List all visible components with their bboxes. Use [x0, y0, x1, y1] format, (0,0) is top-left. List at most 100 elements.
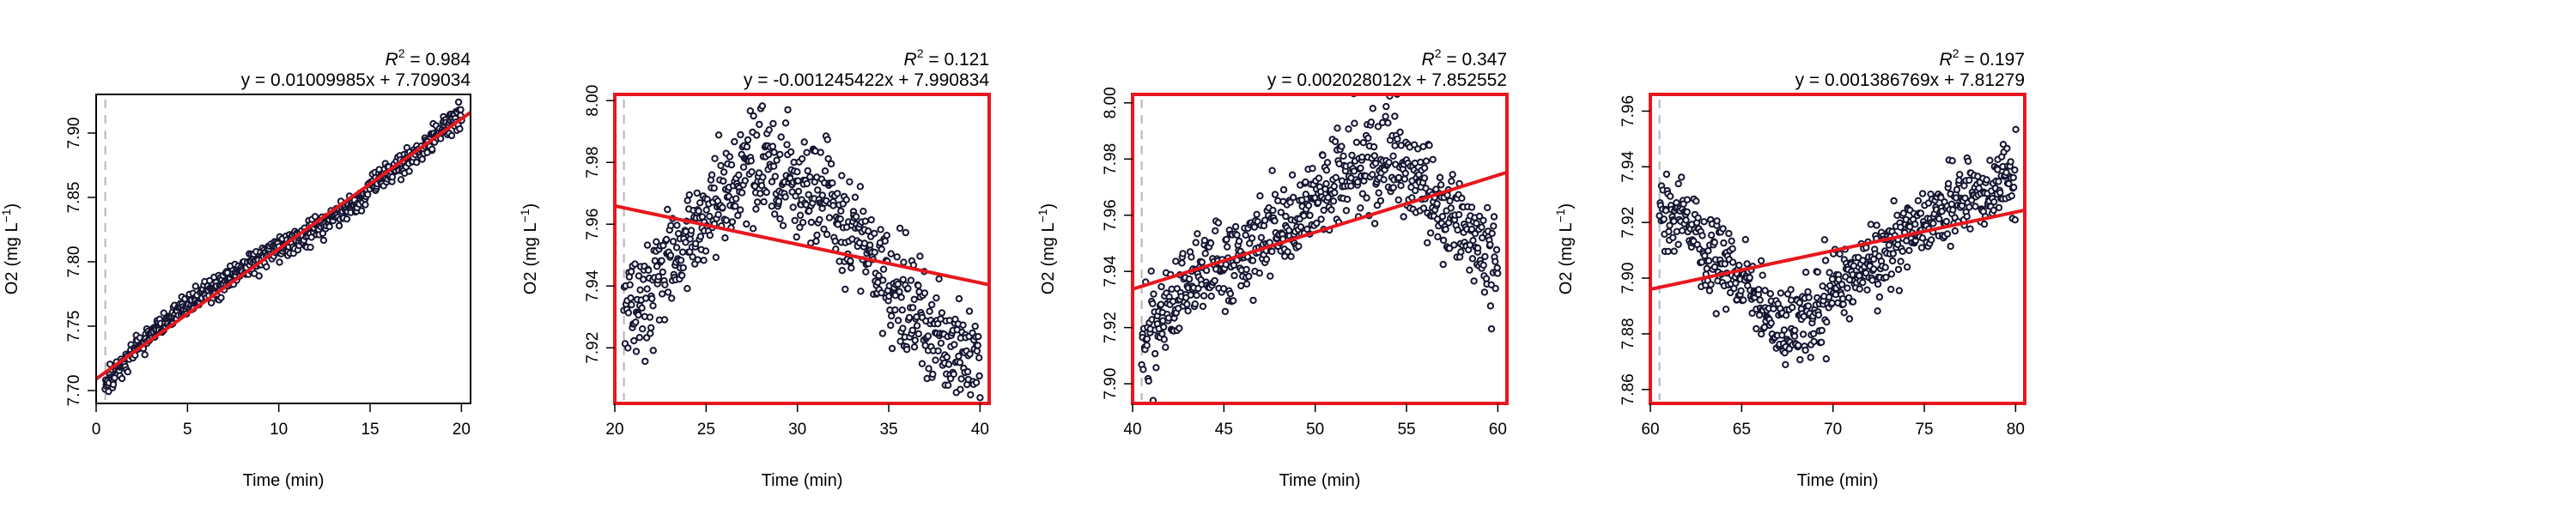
data-point: [1327, 206, 1335, 214]
data-point: [1662, 207, 1670, 215]
data-point: [765, 126, 773, 134]
data-point: [1192, 239, 1200, 246]
data-point: [1183, 300, 1191, 308]
data-point: [1705, 287, 1714, 294]
data-point: [649, 302, 657, 310]
data-point: [1673, 227, 1681, 235]
data-point: [877, 226, 884, 233]
y-axis-label: O2(mg L−1): [0, 203, 21, 294]
data-point: [654, 273, 663, 281]
data-point: [659, 290, 666, 298]
data-point: [1158, 330, 1166, 338]
data-point: [118, 374, 126, 383]
data-point: [1721, 260, 1729, 268]
data-point: [1370, 220, 1379, 227]
data-point: [846, 178, 854, 186]
data-point: [1277, 209, 1285, 216]
data-point: [888, 344, 896, 353]
data-point: [727, 161, 736, 169]
data-point: [731, 137, 738, 146]
data-point: [1873, 221, 1880, 229]
data-point: [1448, 178, 1455, 185]
data-point: [207, 299, 216, 306]
data-point: [667, 221, 675, 229]
data-point: [1329, 197, 1338, 205]
x-tick-label: 80: [2007, 421, 2025, 439]
data-point: [1796, 355, 1804, 364]
data-point: [1867, 221, 1875, 228]
data-point: [976, 394, 984, 402]
data-point: [1313, 219, 1321, 227]
data-point: [908, 326, 917, 334]
data-point: [834, 190, 841, 197]
data-point: [217, 294, 225, 301]
data-point: [1894, 265, 1903, 274]
data-point: [813, 231, 821, 239]
data-point: [857, 288, 865, 295]
data-point: [1214, 219, 1223, 227]
data-point: [1492, 258, 1499, 265]
data-point: [639, 325, 647, 333]
data-point: [1470, 277, 1478, 285]
data-point: [975, 372, 983, 380]
r-squared-label: R2 = 0.197: [1940, 46, 2025, 70]
data-point: [1801, 346, 1809, 354]
data-point: [702, 206, 710, 214]
y-tick-label: 7.80: [65, 246, 83, 278]
data-point: [1230, 271, 1238, 280]
data-point: [1233, 231, 1241, 239]
data-point: [1795, 342, 1802, 349]
data-point: [914, 330, 923, 338]
data-point: [660, 316, 669, 324]
data-point: [664, 288, 672, 296]
data-point: [659, 268, 666, 276]
data-point: [823, 230, 831, 239]
data-point: [1874, 307, 1881, 315]
data-point: [842, 196, 850, 203]
data-point: [1322, 167, 1331, 174]
data-point: [1791, 326, 1799, 334]
data-point: [1953, 185, 1961, 194]
data-point: [1297, 223, 1305, 231]
data-point: [1172, 258, 1180, 265]
data-point: [975, 354, 983, 361]
data-point: [1358, 190, 1367, 197]
data-point: [1732, 279, 1740, 288]
data-point: [743, 220, 750, 228]
data-point: [1727, 288, 1735, 297]
data-point: [1995, 178, 2002, 185]
data-point: [1761, 287, 1769, 294]
data-point: [1836, 250, 1844, 258]
data-point: [719, 203, 726, 211]
x-tick-label: 55: [1397, 421, 1415, 439]
y-tick-label: 7.94: [584, 270, 602, 301]
data-point: [1889, 250, 1898, 258]
data-point: [255, 272, 263, 280]
x-axis-label: Time (min): [1279, 471, 1361, 490]
data-point: [1382, 112, 1389, 120]
data-point: [721, 234, 729, 242]
y-tick-label: 7.88: [1619, 318, 1637, 349]
data-point: [642, 334, 651, 342]
plot-frame: [95, 94, 471, 404]
data-point: [2011, 216, 2020, 224]
data-point: [861, 217, 869, 225]
regression-equation: y = 0.001386769x + 7.81279: [1795, 70, 2025, 90]
data-point: [779, 221, 787, 229]
data-point: [1844, 284, 1851, 292]
data-point: [693, 189, 701, 197]
data-point: [1704, 257, 1713, 264]
data-point: [1666, 221, 1674, 229]
data-point: [741, 177, 749, 185]
data-point: [1804, 288, 1812, 296]
data-point: [1370, 142, 1378, 151]
data-point: [1683, 208, 1692, 216]
data-point: [894, 317, 902, 324]
data-point: [1371, 160, 1380, 167]
data-point: [1856, 285, 1863, 293]
data-point: [1201, 250, 1209, 258]
data-point: [1492, 245, 1501, 254]
data-point: [891, 306, 899, 314]
data-point: [848, 264, 855, 272]
data-point: [1814, 311, 1823, 319]
